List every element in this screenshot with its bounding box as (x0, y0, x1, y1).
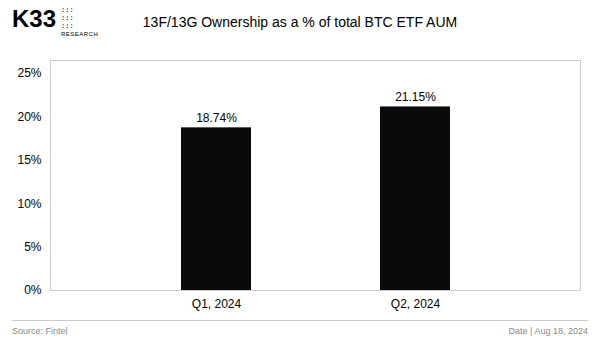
html-text:Source: Fintel: Source: Fintel (12, 326, 68, 336)
html-text:RESEARCH: RESEARCH (61, 31, 99, 37)
svg-text:Q2, 2024: Q2, 2024 (391, 297, 441, 311)
html-text:Date | Aug 18, 2024: Date | Aug 18, 2024 (508, 326, 588, 336)
svg-text:Q1, 2024: Q1, 2024 (192, 297, 242, 311)
svg-text:18.74%: 18.74% (196, 111, 237, 125)
html-text:K33: K33 (12, 5, 56, 32)
html-text:13F/13G Ownership as a % of to: 13F/13G Ownership as a % of total BTC ET… (142, 14, 458, 30)
svg-text:5%: 5% (24, 240, 42, 254)
svg-text:21.15%: 21.15% (395, 90, 436, 104)
svg-text:25%: 25% (17, 66, 41, 80)
svg-text:15%: 15% (17, 153, 41, 167)
svg-text:0%: 0% (24, 283, 42, 297)
svg-text:20%: 20% (17, 110, 41, 124)
svg-text:10%: 10% (17, 197, 41, 211)
